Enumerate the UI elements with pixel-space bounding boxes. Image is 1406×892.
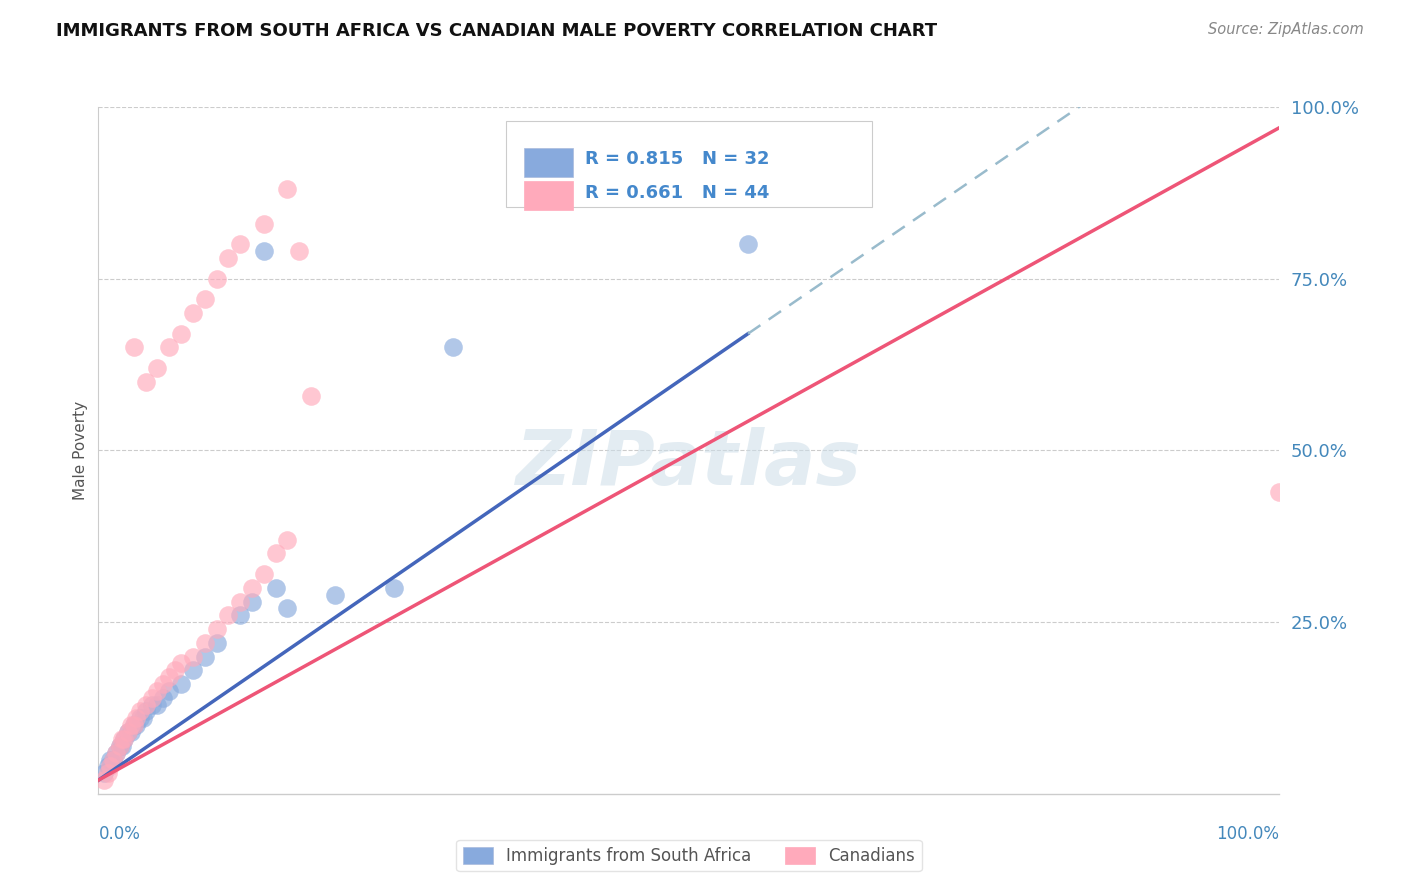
Point [125,711,148,725]
Point [146,361,169,376]
Point [111,731,134,746]
Point [141,698,163,712]
Point [98,759,121,773]
Point [229,594,252,608]
Point [181,663,204,677]
FancyBboxPatch shape [506,120,872,207]
Point [132,711,155,725]
Legend: Immigrants from South Africa, Canadians: Immigrants from South Africa, Canadians [457,840,921,871]
Point [276,601,298,615]
Point [170,326,193,341]
Point [170,657,193,671]
Point [98,753,121,767]
Point [157,670,180,684]
Point [253,567,276,582]
Point [112,731,135,746]
Point [128,705,150,719]
Point [253,217,276,231]
Point [121,725,143,739]
Text: 100.0%: 100.0% [1216,825,1279,843]
Point [323,588,346,602]
Point [125,718,148,732]
Point [108,739,131,753]
Point [122,718,145,732]
Point [146,683,169,698]
Point [122,718,145,732]
Point [112,731,135,746]
Point [97,759,120,773]
Point [205,622,228,636]
Point [737,237,759,252]
Text: R = 0.815   N = 32: R = 0.815 N = 32 [585,150,769,168]
Point [105,746,128,760]
Point [111,739,134,753]
Point [217,251,239,265]
Point [382,581,405,595]
Text: IMMIGRANTS FROM SOUTH AFRICA VS CANADIAN MALE POVERTY CORRELATION CHART: IMMIGRANTS FROM SOUTH AFRICA VS CANADIAN… [56,22,938,40]
Point [276,182,298,196]
Point [128,711,150,725]
Point [181,649,204,664]
Point [253,244,276,259]
Point [135,698,157,712]
Point [141,690,163,705]
Text: R = 0.661   N = 44: R = 0.661 N = 44 [585,184,769,202]
Point [135,705,157,719]
Point [108,739,131,753]
Text: ZIPatlas: ZIPatlas [516,427,862,501]
Point [157,683,180,698]
Point [105,746,128,760]
Point [101,753,124,767]
Point [441,340,464,354]
Point [240,581,263,595]
Point [194,636,217,650]
Point [264,546,287,561]
Point [152,690,174,705]
Point [122,340,145,354]
Point [229,608,252,623]
Point [121,718,143,732]
Point [101,753,124,767]
Point [181,306,204,320]
Point [299,388,322,402]
Point [135,375,157,389]
Point [157,340,180,354]
Point [194,649,217,664]
Point [93,773,115,788]
Point [217,608,239,623]
Point [1268,484,1291,499]
Point [205,271,228,285]
Point [146,698,169,712]
FancyBboxPatch shape [523,148,574,177]
Point [93,766,115,780]
Point [117,725,139,739]
Point [165,663,187,677]
Point [288,244,311,259]
Point [205,636,228,650]
Point [170,677,193,691]
Point [97,766,120,780]
Point [229,237,252,252]
Text: Source: ZipAtlas.com: Source: ZipAtlas.com [1208,22,1364,37]
FancyBboxPatch shape [523,181,574,210]
Point [152,677,174,691]
Text: 0.0%: 0.0% [98,825,141,843]
Point [194,293,217,307]
Point [264,581,287,595]
Point [276,533,298,547]
Y-axis label: Male Poverty: Male Poverty [73,401,89,500]
Point [240,594,263,608]
Point [117,725,139,739]
